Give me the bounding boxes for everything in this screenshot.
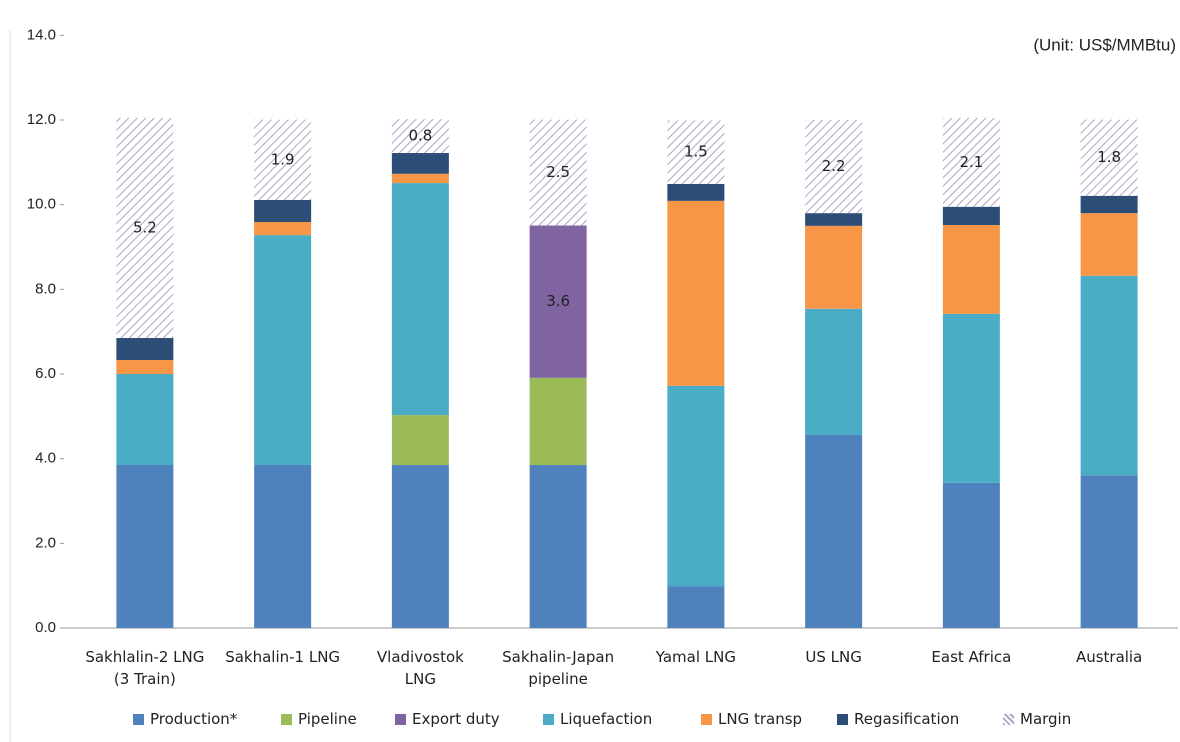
bar-segment <box>805 120 863 214</box>
bar-segment <box>1080 475 1138 628</box>
legend-label: Regasification <box>854 710 960 728</box>
legend-label: LNG transp <box>718 710 803 728</box>
y-tick-label: 14.0 <box>27 26 56 43</box>
bar-segment <box>116 374 174 466</box>
bar-segment <box>805 213 863 226</box>
legend-item: Export duty <box>395 710 500 728</box>
legend-item: LNG transp <box>701 710 802 728</box>
x-tick-label: Australia <box>1075 648 1143 666</box>
bar-segment <box>391 183 449 416</box>
legend-label: Production* <box>150 710 238 728</box>
bar-segment <box>254 465 312 628</box>
legend-swatch <box>1003 713 1014 725</box>
bar-segment <box>529 225 587 378</box>
y-tick-label: 10.0 <box>27 196 56 213</box>
bar-segment <box>529 119 587 226</box>
bar-segment <box>391 119 449 154</box>
y-tick-label: 12.0 <box>27 111 56 128</box>
legend-label: Margin <box>1020 710 1072 728</box>
legend-item: Pipeline <box>281 710 357 728</box>
bar-segment <box>391 153 449 174</box>
bar-segment <box>254 200 312 223</box>
bar-segment <box>805 225 863 309</box>
bar-segment <box>1080 275 1138 476</box>
x-tick-label: US LNG <box>805 648 862 666</box>
bar-segment <box>529 465 587 628</box>
legend-label: Liquefaction <box>560 710 653 728</box>
bar-segment <box>116 117 174 339</box>
data-label: 1.5 <box>684 143 708 161</box>
bar-segment <box>805 308 863 435</box>
legend-swatch <box>133 713 144 725</box>
legend-item: Liquefaction <box>543 710 652 728</box>
unit-note: (Unit: US$/MMBtu) <box>1033 35 1176 54</box>
legend-item: Production* <box>133 710 237 728</box>
legend-item: Regasification <box>837 710 959 728</box>
bar-segment <box>254 119 312 201</box>
y-tick-label: 0.0 <box>35 619 56 636</box>
legend-swatch <box>281 713 292 725</box>
legend-swatch <box>837 713 848 725</box>
data-label: 3.6 <box>546 292 570 310</box>
bar-segment <box>1080 213 1138 276</box>
bar-segment <box>1080 195 1138 214</box>
x-tick-label: Sakhalin-1 LNG <box>225 648 341 666</box>
bar-segment <box>667 120 725 184</box>
x-tick-label: Sakhlalin-2 LNG (3 Train) <box>85 648 205 688</box>
y-tick-label: 8.0 <box>35 280 56 297</box>
data-label: 1.9 <box>271 150 295 168</box>
bar-segment <box>254 235 312 466</box>
data-label: 2.1 <box>959 153 983 171</box>
bar-segment <box>667 200 725 386</box>
x-tick-label: Sakhalin-Japan pipeline <box>502 648 615 688</box>
bar-segment <box>116 360 174 374</box>
bar-segment <box>942 313 1000 483</box>
y-tick-label: 2.0 <box>35 534 56 551</box>
x-tick-label: East Africa <box>931 648 1012 666</box>
legend-label: Export duty <box>412 710 500 728</box>
bar-segment <box>942 206 1000 225</box>
data-label: 0.8 <box>408 127 432 145</box>
legend-swatch <box>395 713 406 725</box>
legend-label: Pipeline <box>298 710 357 728</box>
bar-segment <box>942 224 1000 314</box>
bar-segment <box>667 183 725 201</box>
bar-segment <box>391 415 449 466</box>
bar-segment <box>391 465 449 628</box>
bar-segment <box>667 586 725 628</box>
bar-segment <box>391 173 449 184</box>
legend-item: Margin <box>1003 710 1071 728</box>
bar-segment <box>116 338 174 361</box>
bar-segment <box>116 465 174 628</box>
data-label: 2.5 <box>546 163 570 181</box>
legend-swatch <box>543 713 554 725</box>
data-label: 2.2 <box>822 157 846 175</box>
bar-segment <box>529 377 587 466</box>
legend-swatch <box>701 713 712 725</box>
y-tick-label: 4.0 <box>35 450 56 467</box>
bar-segment <box>1080 119 1138 196</box>
bar-segment <box>667 385 725 587</box>
bar-segment <box>942 117 1000 207</box>
data-label: 1.8 <box>1097 148 1121 166</box>
y-tick-label: 6.0 <box>35 365 56 382</box>
bar-segment <box>254 222 312 236</box>
data-label: 5.2 <box>133 218 157 236</box>
x-tick-label: Yamal LNG <box>655 648 736 666</box>
bar-segment <box>942 482 1000 628</box>
x-tick-label: Vladivostok LNG <box>376 648 464 688</box>
bar-segment <box>805 434 863 628</box>
